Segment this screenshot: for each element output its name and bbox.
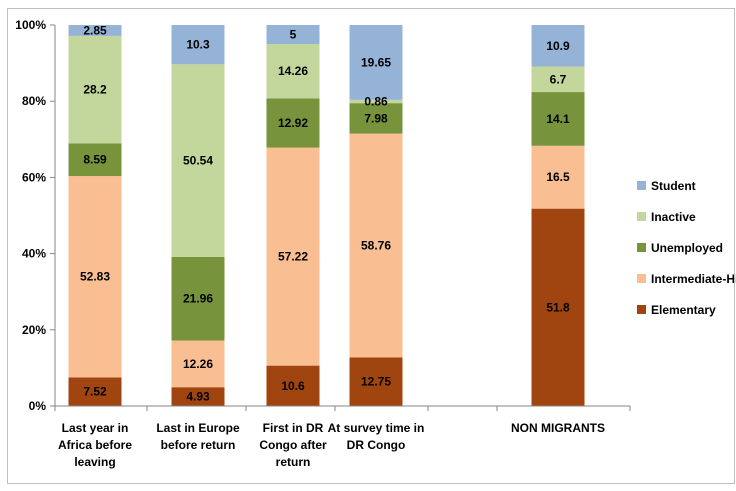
data-label: 58.76 [361,238,391,252]
x-tick-label-line: leaving [74,455,115,469]
x-tick-label-line: before return [161,438,236,452]
data-label: 10.9 [546,39,570,53]
data-label: 12.75 [361,375,391,389]
data-label: 19.65 [361,55,391,69]
x-tick-label-line: Congo after [259,438,327,452]
data-label: 2.85 [83,23,107,37]
bar-segment [68,25,122,36]
bar-segment [266,147,320,366]
legend-swatch [637,274,646,283]
chart-frame [7,8,735,484]
bar-segment [266,44,320,99]
bar-segment [266,25,320,45]
data-label: 50.54 [183,154,213,168]
data-label: 52.83 [80,270,110,284]
legend-label: Student [651,179,696,193]
bar-segment [349,103,403,134]
legend-swatch [637,243,646,252]
x-tick-label: Last in Europe before return [156,421,240,452]
legend: Student Inactive Unemployed Intermediate-Hi… [637,179,736,317]
x-tick-label-line: Last year in [62,421,129,435]
bar-segment [68,377,122,406]
data-label: 14.26 [278,64,308,78]
y-tick-label: 40% [22,247,46,261]
x-tick-label: At survey time in DR Congo [328,421,425,452]
data-label: 4.93 [186,390,210,404]
legend-swatch [637,305,646,314]
data-label: 8.59 [83,153,107,167]
legend-label: Elementary [651,303,716,317]
x-tick-label-line: DR Congo [347,438,406,452]
x-tick-label: NON MIGRANTS [511,421,605,435]
y-tick-label: 0% [29,399,47,413]
bar-segment [266,98,320,148]
x-tick-label: First in DR Congo after return [259,421,327,469]
bar-segment [349,99,403,104]
bar-segment [266,365,320,406]
legend-label: Unemployed [651,241,723,255]
x-tick-label: Last year in Africa before leaving [58,421,132,469]
bar-segment [349,25,403,100]
legend-label: Intermediate-High [651,272,736,286]
bar-segment [349,133,403,358]
bar-segment [171,256,225,341]
axes-group: 0% 20% 40% 60% 80% 100% Last year in Africa bef… [15,18,631,469]
data-label: 16.5 [546,170,570,184]
bars-group [68,25,585,406]
x-tick-label-line: At survey time in [328,421,425,435]
data-label: 10.3 [186,38,210,52]
y-tick-label: 20% [22,323,46,337]
bar-segment [349,357,403,406]
bar-segment [531,92,585,146]
data-label: 28.2 [83,83,107,97]
data-label: 12.26 [183,357,213,371]
legend-label: Inactive [651,210,696,224]
bar-segment [68,143,122,177]
y-tick-label: 60% [22,170,46,184]
legend-swatch [637,212,646,221]
bar-segment [171,25,225,65]
data-label: 12.92 [278,116,308,130]
data-label: 14.1 [546,112,570,126]
data-label: 6.7 [550,72,567,86]
data-label: 51.8 [546,300,570,314]
x-tick-label-line: Africa before [58,438,132,452]
bar-segment [171,387,225,406]
x-tick-label-line: NON MIGRANTS [511,421,605,435]
bar-segment [68,176,122,378]
data-label: 0.86 [364,95,388,109]
x-tick-label-line: return [276,455,311,469]
bar-segment [171,64,225,257]
data-label: 7.98 [364,111,388,125]
data-label: 7.52 [83,385,107,399]
bar-segment [531,25,585,67]
data-label: 57.22 [278,250,308,264]
bar-segment [531,145,585,209]
data-label: 5 [290,28,297,42]
x-tick-label-line: Last in Europe [156,421,240,435]
x-tick-label-line: First in DR [263,421,324,435]
data-labels-group: 7.52 52.83 8.59 28.2 2.85 4.93 12.26 21.96 50.54… [80,23,570,403]
data-label: 21.96 [183,292,213,306]
legend-swatch [637,181,646,190]
bar-segment [68,35,122,144]
bar-segment [531,208,585,406]
y-tick-label: 80% [22,94,46,108]
bar-segment [531,66,585,93]
data-label: 10.6 [281,379,305,393]
bar-segment [171,340,225,388]
y-tick-label: 100% [15,18,46,32]
